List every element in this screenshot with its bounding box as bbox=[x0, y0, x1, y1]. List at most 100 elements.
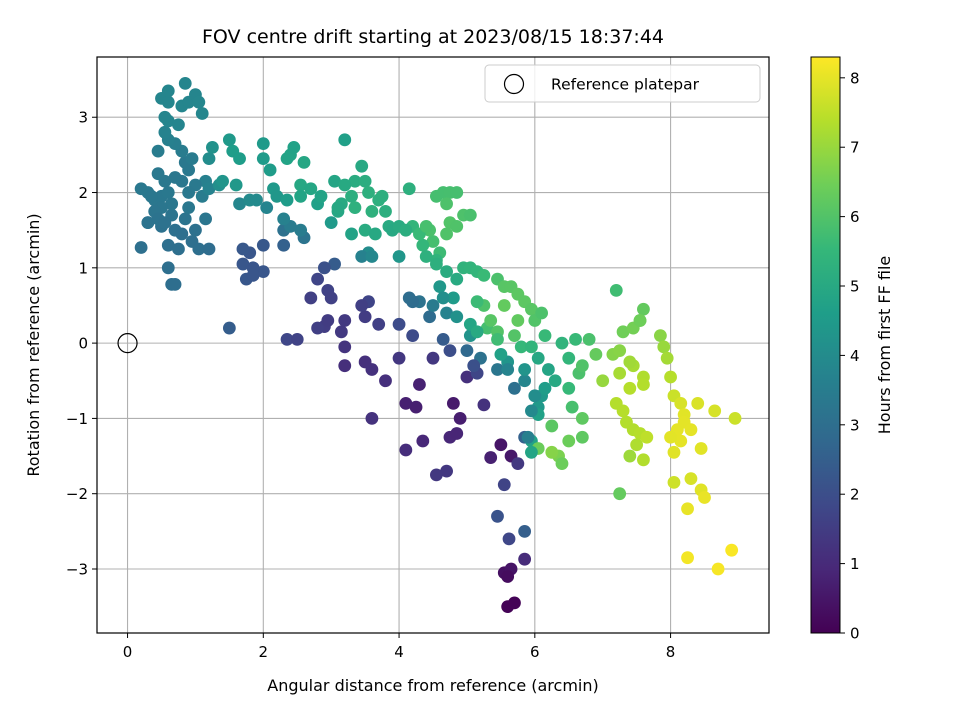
data-point bbox=[681, 551, 694, 565]
data-point bbox=[277, 212, 291, 226]
data-point bbox=[392, 317, 406, 331]
data-point bbox=[168, 277, 182, 291]
colorbar-tick-label: 3 bbox=[850, 416, 860, 434]
data-point bbox=[477, 268, 491, 282]
data-point bbox=[182, 201, 196, 214]
data-point bbox=[199, 212, 213, 226]
data-point bbox=[144, 189, 158, 203]
data-point bbox=[508, 329, 521, 342]
data-point bbox=[711, 562, 725, 576]
y-tick-label: −2 bbox=[66, 485, 88, 503]
data-point bbox=[416, 434, 430, 448]
data-point bbox=[192, 242, 206, 256]
data-point bbox=[399, 223, 413, 237]
data-point bbox=[413, 378, 426, 391]
data-point bbox=[280, 193, 294, 207]
data-point bbox=[202, 152, 216, 166]
data-point bbox=[362, 186, 375, 199]
data-point bbox=[548, 374, 562, 388]
data-point bbox=[637, 453, 650, 467]
data-point bbox=[491, 363, 504, 376]
data-point bbox=[440, 464, 453, 478]
axis-ticks: 0 2 4 6 8 −3 −2 −1 0 1 2 3 bbox=[66, 109, 675, 661]
data-point bbox=[355, 159, 369, 173]
data-point bbox=[392, 351, 406, 365]
data-point bbox=[338, 314, 352, 327]
data-point bbox=[653, 329, 667, 342]
data-point bbox=[161, 261, 175, 275]
data-point bbox=[508, 381, 521, 395]
data-point bbox=[250, 193, 263, 207]
data-point bbox=[467, 359, 481, 373]
data-point bbox=[338, 178, 352, 192]
data-point bbox=[263, 163, 277, 177]
x-tick-label: 8 bbox=[666, 643, 676, 661]
data-point bbox=[358, 310, 372, 324]
data-point bbox=[497, 299, 511, 312]
data-point bbox=[460, 344, 474, 358]
data-point bbox=[222, 321, 236, 335]
data-point bbox=[436, 291, 450, 305]
colorbar-tick-label: 1 bbox=[850, 555, 860, 573]
data-point bbox=[419, 220, 433, 233]
data-point bbox=[331, 201, 345, 214]
data-point bbox=[521, 430, 535, 444]
colorbar-tick-label: 8 bbox=[850, 69, 860, 87]
legend-entry-label: Reference platepar bbox=[551, 76, 700, 94]
data-point bbox=[151, 144, 165, 158]
colorbar-tick-label: 6 bbox=[850, 208, 860, 226]
data-point bbox=[684, 472, 698, 486]
data-point bbox=[528, 389, 542, 403]
data-point bbox=[446, 291, 460, 305]
data-point bbox=[623, 355, 637, 369]
y-tick-label: 3 bbox=[78, 109, 88, 127]
data-point bbox=[355, 250, 369, 263]
data-point bbox=[494, 438, 508, 452]
data-point bbox=[365, 363, 379, 376]
data-point bbox=[436, 332, 450, 346]
data-point bbox=[202, 242, 216, 256]
data-point bbox=[511, 314, 525, 327]
data-point bbox=[426, 235, 440, 248]
colorbar-tick-label: 5 bbox=[850, 278, 860, 296]
data-point bbox=[324, 216, 338, 230]
data-point bbox=[664, 370, 677, 384]
data-point bbox=[555, 457, 569, 470]
data-point bbox=[623, 449, 637, 463]
colorbar-ticks: 0 1 2 3 4 5 6 7 8 bbox=[840, 69, 860, 643]
data-point bbox=[233, 197, 246, 211]
data-point bbox=[698, 491, 711, 504]
data-point bbox=[134, 241, 148, 254]
data-point bbox=[562, 351, 576, 365]
data-point bbox=[609, 396, 623, 410]
data-point bbox=[426, 351, 440, 365]
data-point bbox=[450, 310, 464, 324]
data-point bbox=[172, 242, 185, 256]
x-tick-label: 0 bbox=[123, 643, 133, 661]
data-point bbox=[674, 396, 688, 410]
data-point bbox=[684, 423, 698, 437]
data-point bbox=[637, 378, 650, 391]
data-point bbox=[372, 317, 386, 331]
data-point bbox=[345, 227, 358, 241]
data-point bbox=[328, 174, 341, 188]
data-point bbox=[518, 524, 532, 538]
data-point bbox=[294, 223, 308, 237]
data-point bbox=[168, 171, 182, 184]
colorbar-tick-label: 7 bbox=[850, 139, 860, 157]
reference-platepar-marker bbox=[117, 333, 138, 354]
data-point bbox=[460, 370, 474, 384]
data-point bbox=[440, 265, 453, 278]
data-point bbox=[450, 220, 464, 233]
data-point bbox=[375, 189, 389, 203]
data-point bbox=[708, 404, 722, 418]
x-tick-label: 4 bbox=[394, 643, 404, 661]
data-point bbox=[589, 348, 603, 361]
colorbar-label: Hours from first FF file bbox=[875, 256, 894, 435]
y-tick-label: −1 bbox=[66, 410, 88, 428]
data-point bbox=[535, 306, 549, 320]
data-point bbox=[355, 299, 369, 312]
y-tick-label: 1 bbox=[78, 259, 88, 277]
data-point bbox=[511, 457, 525, 470]
data-point bbox=[545, 445, 559, 459]
